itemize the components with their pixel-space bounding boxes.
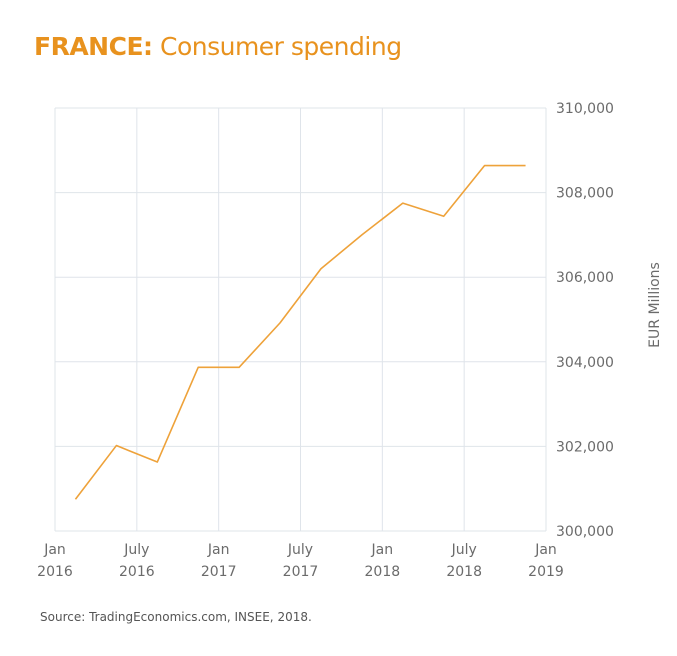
y-tick-label: 304,000 xyxy=(556,355,614,371)
title-country: FRANCE: xyxy=(34,32,153,61)
x-tick-label-month: Jan xyxy=(207,542,230,558)
x-tick-label-year: 2017 xyxy=(283,564,319,580)
x-tick-label-year: 2019 xyxy=(528,564,564,580)
y-tick-label: 300,000 xyxy=(556,524,614,540)
x-tick-label-year: 2018 xyxy=(446,564,482,580)
title-subject: Consumer spending xyxy=(159,32,402,61)
x-tick-label-month: Jan xyxy=(534,542,557,558)
chart-title: FRANCE: Consumer spending xyxy=(34,32,402,61)
y-tick-label: 308,000 xyxy=(556,186,614,202)
y-tick-label: 310,000 xyxy=(556,101,614,117)
x-tick-label-month: Jan xyxy=(371,542,394,558)
y-axis-label: EUR Millions xyxy=(647,262,663,348)
x-tick-label-month: Jan xyxy=(43,542,66,558)
x-tick-label-year: 2017 xyxy=(201,564,237,580)
y-tick-label: 302,000 xyxy=(556,439,614,455)
series-line xyxy=(74,164,526,500)
x-tick-label-month: July xyxy=(287,542,313,558)
x-tick-label-year: 2016 xyxy=(119,564,155,580)
x-tick-label-year: 2016 xyxy=(37,564,73,580)
y-tick-label: 306,000 xyxy=(556,270,614,286)
x-tick-label-month: July xyxy=(123,542,149,558)
x-tick-label-year: 2018 xyxy=(365,564,401,580)
source-note: Source: TradingEconomics.com, INSEE, 201… xyxy=(40,610,312,624)
x-tick-label-month: July xyxy=(451,542,477,558)
